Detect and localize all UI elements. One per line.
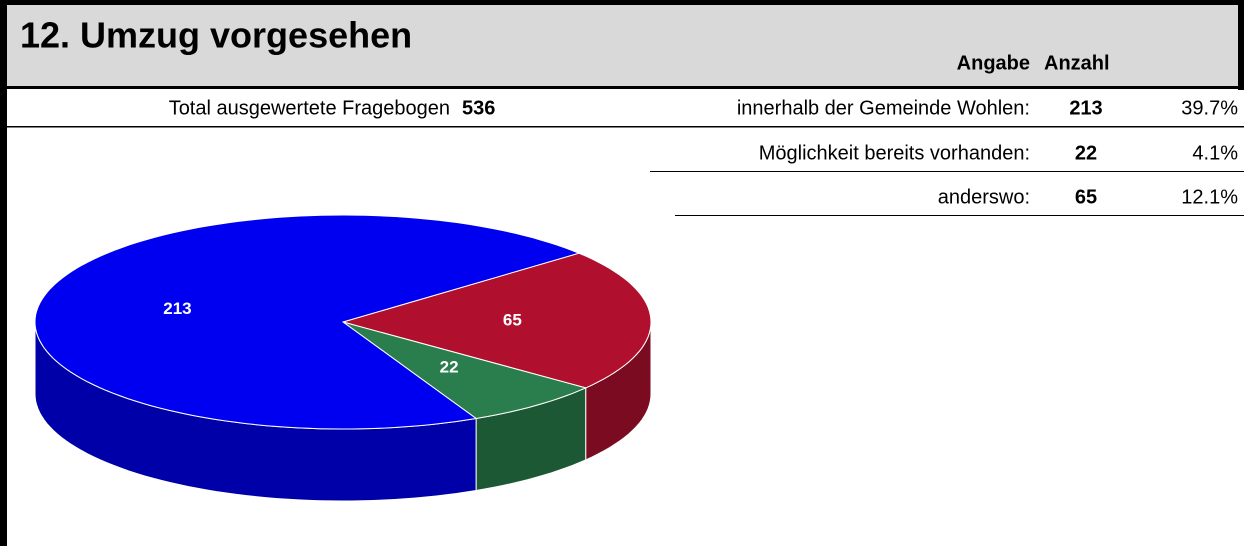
- header-line: [0, 86, 1244, 89]
- row-line: [650, 171, 1244, 172]
- total-label: Total ausgewertete Fragebogen: [169, 97, 450, 119]
- row-line: [0, 126, 1244, 128]
- top-border: [0, 0, 1244, 5]
- pie-slice: [342, 321, 588, 420]
- slice-label: 22: [440, 357, 459, 376]
- total-value: 536: [462, 97, 495, 119]
- row-count: 213: [1069, 97, 1102, 119]
- row-label: anderswo:: [938, 186, 1030, 208]
- left-border: [0, 0, 7, 546]
- row-percent: 12.1%: [1181, 186, 1238, 208]
- row-line: [675, 215, 1244, 216]
- column-header: Anzahl: [1044, 52, 1110, 74]
- pie-slice: [34, 214, 581, 430]
- row-percent: 39.7%: [1181, 97, 1238, 119]
- slice-label: 213: [163, 299, 191, 318]
- row-count: 65: [1075, 186, 1097, 208]
- header-band: [0, 0, 1244, 88]
- slice-label: 65: [503, 310, 522, 329]
- column-header: Angabe: [957, 52, 1030, 74]
- title: 12. Umzug vorgesehen: [20, 15, 412, 56]
- pie-slice: [341, 252, 652, 389]
- row-percent: 4.1%: [1192, 142, 1238, 164]
- row-label: innerhalb der Gemeinde Wohlen:: [737, 97, 1030, 119]
- row-count: 22: [1075, 142, 1097, 164]
- row-label: Möglichkeit bereits vorhanden:: [759, 142, 1030, 164]
- right-border: [1238, 0, 1244, 90]
